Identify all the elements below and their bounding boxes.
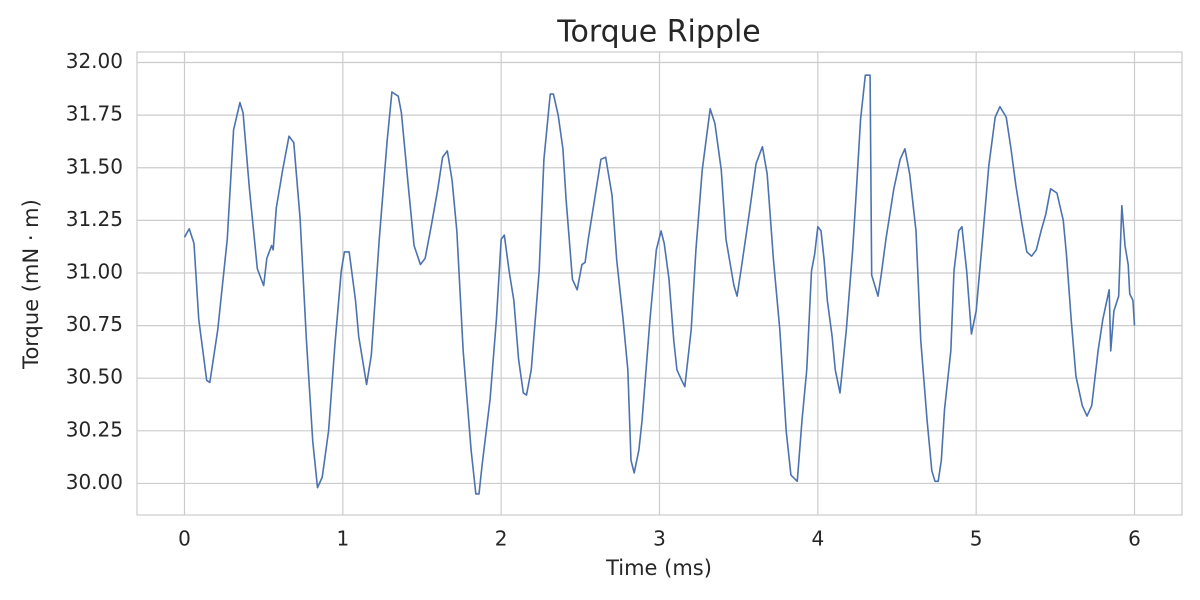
y-tick-label: 31.50 bbox=[66, 154, 123, 178]
y-tick-label: 31.00 bbox=[66, 259, 123, 283]
x-tick-label: 2 bbox=[495, 527, 508, 551]
data-line bbox=[183, 74, 1136, 495]
y-tick-label: 31.75 bbox=[66, 102, 123, 126]
grid bbox=[137, 52, 1182, 515]
y-tick-label: 30.75 bbox=[66, 312, 123, 336]
x-tick-label: 6 bbox=[1128, 527, 1141, 551]
x-axis-label: Time (ms) bbox=[605, 556, 712, 580]
y-tick-label: 30.50 bbox=[66, 365, 123, 389]
y-tick-label: 32.00 bbox=[66, 49, 123, 73]
x-tick-label: 1 bbox=[336, 527, 349, 551]
y-axis-label: Torque (mN · m) bbox=[19, 199, 43, 370]
x-tick-label: 4 bbox=[811, 527, 824, 551]
y-tick-label: 30.25 bbox=[66, 417, 123, 441]
y-tick-label: 30.00 bbox=[66, 470, 123, 494]
y-tick-label: 31.25 bbox=[66, 207, 123, 231]
plot-frame bbox=[136, 51, 1183, 516]
x-tick-label: 0 bbox=[178, 527, 191, 551]
x-tick-label: 3 bbox=[653, 527, 666, 551]
x-tick-label: 5 bbox=[970, 527, 983, 551]
chart-title: Torque Ripple bbox=[556, 15, 761, 50]
